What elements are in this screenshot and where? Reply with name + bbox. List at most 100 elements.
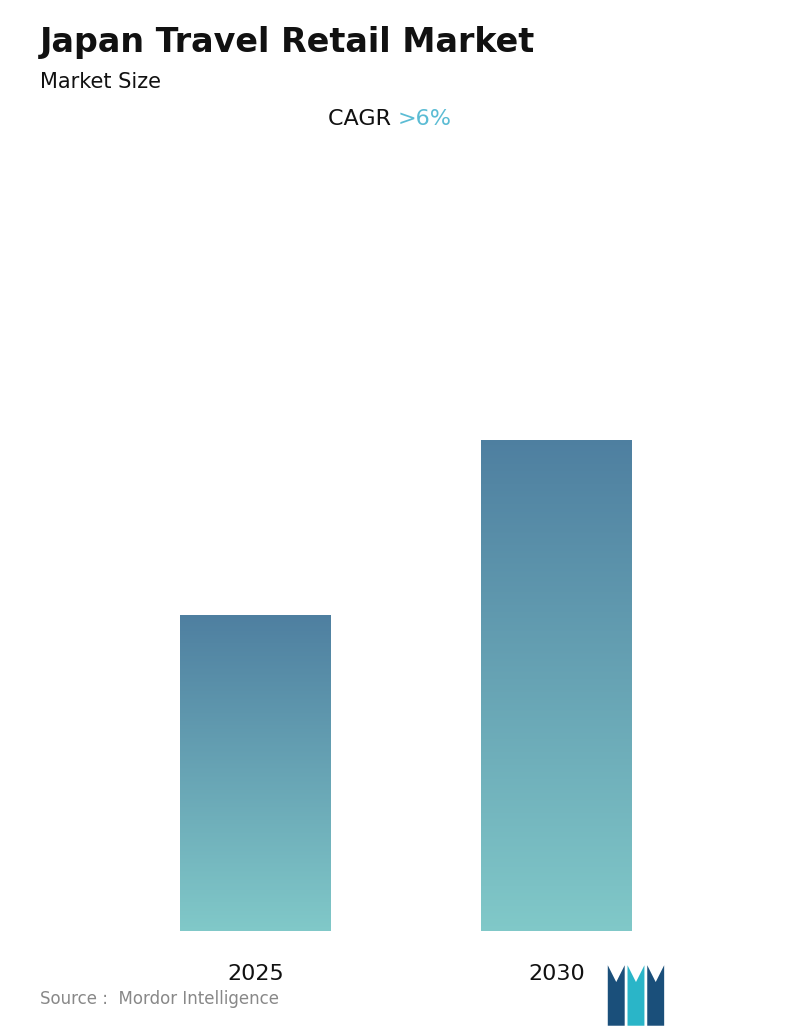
Bar (180, 912, 330, 913)
Bar (482, 478, 632, 479)
Bar (180, 816, 330, 817)
Bar (482, 573, 632, 574)
Bar (482, 486, 632, 487)
Bar (482, 444, 632, 445)
Bar (482, 545, 632, 546)
Bar (180, 638, 330, 639)
Bar (482, 674, 632, 675)
Bar (180, 905, 330, 906)
Bar (180, 678, 330, 679)
Bar (482, 687, 632, 689)
Bar (180, 893, 330, 894)
Bar (482, 500, 632, 503)
Bar (180, 812, 330, 813)
Bar (180, 913, 330, 914)
Bar (180, 641, 330, 642)
Bar (482, 481, 632, 483)
Bar (180, 712, 330, 713)
Bar (180, 910, 330, 911)
Bar (180, 825, 330, 826)
Bar (482, 813, 632, 815)
Bar (482, 450, 632, 452)
Bar (482, 582, 632, 584)
Bar (482, 633, 632, 635)
Bar (482, 511, 632, 512)
Bar (482, 497, 632, 498)
Bar (180, 831, 330, 832)
Bar (180, 862, 330, 863)
Bar (180, 847, 330, 848)
Bar (180, 753, 330, 754)
Bar (180, 636, 330, 637)
Bar (482, 616, 632, 618)
Bar (180, 829, 330, 830)
Bar (180, 841, 330, 842)
Bar (482, 816, 632, 818)
Bar (180, 850, 330, 851)
Bar (180, 685, 330, 686)
Bar (482, 666, 632, 667)
Text: Japan Travel Retail Market: Japan Travel Retail Market (40, 26, 535, 59)
Bar (482, 810, 632, 812)
Bar (180, 819, 330, 820)
Bar (482, 675, 632, 677)
Bar (482, 731, 632, 733)
Bar (482, 788, 632, 790)
Bar (180, 774, 330, 776)
Bar (180, 645, 330, 646)
Bar (482, 761, 632, 762)
Bar (180, 749, 330, 750)
Bar (180, 703, 330, 704)
Bar (482, 835, 632, 838)
Bar (482, 703, 632, 705)
Bar (482, 487, 632, 489)
Bar (482, 702, 632, 703)
Bar (482, 574, 632, 576)
Bar (180, 768, 330, 769)
Bar (482, 726, 632, 728)
Bar (482, 906, 632, 908)
Bar (482, 535, 632, 537)
Bar (180, 747, 330, 748)
Bar (482, 659, 632, 661)
Bar (482, 832, 632, 834)
Bar (482, 466, 632, 467)
Bar (180, 898, 330, 899)
Bar (180, 733, 330, 734)
Bar (482, 885, 632, 886)
Bar (180, 628, 330, 629)
Bar (180, 629, 330, 630)
Bar (180, 926, 330, 927)
Bar (482, 762, 632, 764)
Bar (482, 729, 632, 731)
Bar (180, 849, 330, 850)
Bar (482, 549, 632, 551)
Bar (482, 706, 632, 708)
Bar (180, 656, 330, 657)
Bar (482, 534, 632, 535)
Bar (482, 839, 632, 841)
Bar (180, 892, 330, 893)
Bar (180, 853, 330, 854)
Bar (180, 657, 330, 658)
Bar (482, 846, 632, 847)
Bar (180, 650, 330, 651)
Bar (482, 540, 632, 542)
Bar (180, 864, 330, 865)
Bar (482, 677, 632, 678)
Bar (180, 906, 330, 907)
Bar (180, 802, 330, 803)
Bar (180, 917, 330, 918)
Bar (482, 472, 632, 473)
Bar (180, 779, 330, 780)
Bar (180, 772, 330, 773)
Bar (180, 622, 330, 624)
Bar (482, 612, 632, 613)
Bar (482, 857, 632, 858)
Bar (482, 625, 632, 627)
Bar (180, 805, 330, 807)
Bar (180, 737, 330, 738)
Bar (180, 710, 330, 711)
Bar (482, 795, 632, 796)
Bar (180, 754, 330, 755)
